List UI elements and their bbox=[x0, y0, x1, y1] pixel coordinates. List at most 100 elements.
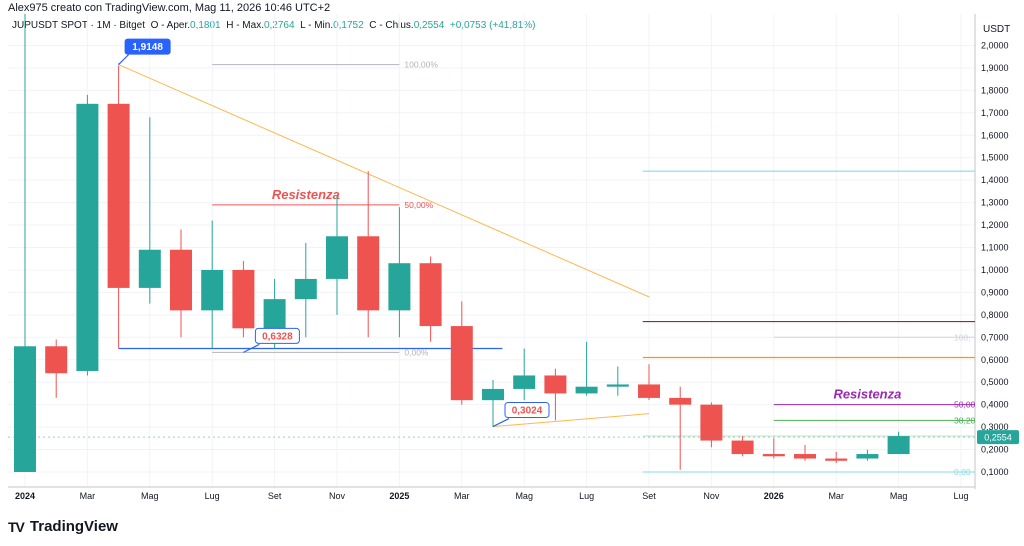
candle-body-down bbox=[638, 384, 660, 398]
candle-body-up bbox=[606, 384, 629, 387]
y-tick-label: 1,7000 bbox=[981, 108, 1009, 118]
callout-pointer bbox=[243, 343, 260, 353]
callout-label: 1,9148 bbox=[132, 42, 163, 53]
candle-body-down bbox=[419, 263, 442, 327]
y-tick-label: 0,3000 bbox=[981, 422, 1009, 432]
candle-body-up bbox=[482, 388, 504, 401]
y-tick-label: 1,9000 bbox=[981, 63, 1009, 73]
y-tick-label: 1,5000 bbox=[981, 153, 1009, 163]
y-tick-label: 2,0000 bbox=[981, 40, 1009, 50]
last-price-tag bbox=[977, 430, 1019, 445]
candle-body-down bbox=[357, 236, 380, 311]
tradingview-logo-text: TradingView bbox=[29, 518, 118, 535]
low-label: L - Min. bbox=[300, 20, 334, 31]
y-tick-label: 1,2000 bbox=[981, 220, 1009, 230]
x-tick-label: Lug bbox=[953, 491, 968, 501]
close-label: C - Chius. bbox=[369, 20, 414, 31]
fib-level-label: 50,00 bbox=[954, 400, 976, 410]
candle-body-down bbox=[669, 397, 692, 405]
candle-body-down bbox=[232, 269, 255, 329]
price-axis-currency: USDT bbox=[983, 24, 1011, 35]
y-tick-label: 1,8000 bbox=[981, 85, 1009, 95]
y-tick-label: 0,1000 bbox=[981, 467, 1009, 477]
fib-level-label: 100,00% bbox=[404, 60, 438, 70]
candle-body-up bbox=[513, 375, 536, 389]
candle-body-down bbox=[450, 326, 473, 401]
x-tick-label: Mar bbox=[80, 491, 96, 501]
resistance-label: Resistenza bbox=[272, 187, 340, 202]
trend-line bbox=[118, 64, 650, 298]
symbol-name[interactable]: JUPUSDT SPOT · 1M · Bitget bbox=[12, 20, 145, 31]
y-tick-label: 1,4000 bbox=[981, 175, 1009, 185]
fib-level-label: 0,00% bbox=[404, 347, 429, 357]
candle-body-up bbox=[575, 386, 598, 394]
tradingview-logo-mark: TV bbox=[8, 518, 25, 535]
candle-body-down bbox=[544, 375, 567, 394]
candle-body-down bbox=[762, 454, 785, 457]
tradingview-logo[interactable]: TV TradingView bbox=[8, 518, 118, 535]
x-tick-label: Set bbox=[268, 491, 282, 501]
y-tick-label: 0,9000 bbox=[981, 287, 1009, 297]
callout-box bbox=[254, 327, 300, 344]
callout-label: 0,6328 bbox=[262, 331, 293, 342]
candle-body-down bbox=[170, 249, 192, 311]
fib-level-label: 100, bbox=[954, 332, 971, 342]
candle-body-down bbox=[794, 454, 816, 459]
y-tick-label: 0,5000 bbox=[981, 377, 1009, 387]
candle-body-down bbox=[45, 346, 68, 374]
y-tick-label: 1,6000 bbox=[981, 130, 1009, 140]
candle-body-up bbox=[326, 236, 348, 279]
y-tick-label: 0,7000 bbox=[981, 332, 1009, 342]
fib-level-label: 50,00% bbox=[404, 200, 433, 210]
x-tick-label: Mar bbox=[828, 491, 844, 501]
candle-body-up bbox=[76, 103, 99, 371]
x-tick-label: Mag bbox=[890, 491, 908, 501]
callout-box bbox=[124, 38, 171, 55]
low-value: 0,1752 bbox=[333, 20, 364, 31]
candle-body-down bbox=[825, 458, 848, 461]
candle-body-up bbox=[294, 278, 317, 300]
x-tick-label: Set bbox=[642, 491, 656, 501]
fib-level-label: 0,00 bbox=[954, 467, 971, 477]
candle-body-up bbox=[263, 299, 286, 329]
candle-body-up bbox=[138, 249, 161, 288]
callout-pointer bbox=[118, 54, 130, 66]
close-value: 0,2554 bbox=[413, 20, 445, 31]
trend-line bbox=[492, 413, 650, 428]
x-tick-label: Nov bbox=[329, 491, 346, 501]
y-tick-label: 0,2000 bbox=[981, 445, 1009, 455]
open-label: O - Aper. bbox=[150, 20, 191, 31]
x-tick-label: Mar bbox=[454, 491, 470, 501]
candle-body-down bbox=[700, 404, 723, 441]
x-tick-label: Mag bbox=[515, 491, 533, 501]
y-tick-label: 0,4000 bbox=[981, 400, 1009, 410]
x-tick-label: Lug bbox=[205, 491, 220, 501]
candle-body-up bbox=[14, 346, 36, 472]
candle-body-up bbox=[887, 436, 910, 455]
y-tick-label: 1,3000 bbox=[981, 198, 1009, 208]
chart-credit: Alex975 creato con TradingView.com, Mag … bbox=[8, 2, 331, 14]
callout-box bbox=[504, 402, 550, 419]
candle-body-down bbox=[731, 440, 754, 455]
resistance-label: Resistenza bbox=[833, 387, 901, 402]
x-tick-label: Mag bbox=[141, 491, 159, 501]
high-label: H - Max. bbox=[226, 20, 264, 31]
fib-level-label: 38,20 bbox=[954, 415, 976, 425]
x-tick-label: Nov bbox=[703, 491, 720, 501]
high-value: 0,2764 bbox=[263, 20, 295, 31]
x-tick-label: 2024 bbox=[15, 491, 35, 501]
open-value: 0,1801 bbox=[190, 20, 221, 31]
symbol-ohlc-line: JUPUSDT SPOT · 1M · Bitget O - Aper.0,18… bbox=[12, 20, 535, 31]
callout-label: 0,3024 bbox=[512, 406, 543, 417]
candle-body-up bbox=[201, 269, 224, 311]
x-tick-label: 2026 bbox=[764, 491, 784, 501]
last-price-label: 0,2554 bbox=[984, 433, 1012, 443]
candle-body-up bbox=[388, 263, 411, 311]
callout-pointer bbox=[492, 418, 510, 428]
x-tick-label: Lug bbox=[579, 491, 594, 501]
y-tick-label: 0,6000 bbox=[981, 355, 1009, 365]
candle-body-up bbox=[856, 454, 879, 459]
y-tick-label: 1,0000 bbox=[981, 265, 1009, 275]
candle-body-down bbox=[107, 103, 130, 288]
